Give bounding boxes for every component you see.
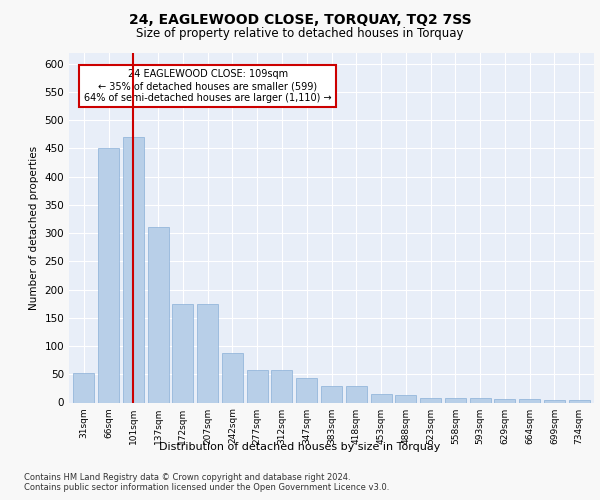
Bar — [395, 395, 416, 402]
Bar — [98, 148, 119, 402]
Bar — [222, 353, 243, 403]
Text: Contains HM Land Registry data © Crown copyright and database right 2024.: Contains HM Land Registry data © Crown c… — [24, 472, 350, 482]
Text: Contains public sector information licensed under the Open Government Licence v3: Contains public sector information licen… — [24, 484, 389, 492]
Bar — [371, 394, 392, 402]
Bar — [321, 386, 342, 402]
Text: 24 EAGLEWOOD CLOSE: 109sqm
← 35% of detached houses are smaller (599)
64% of sem: 24 EAGLEWOOD CLOSE: 109sqm ← 35% of deta… — [84, 70, 331, 102]
Bar — [271, 370, 292, 402]
Bar — [346, 386, 367, 402]
Bar — [445, 398, 466, 402]
Text: Size of property relative to detached houses in Torquay: Size of property relative to detached ho… — [136, 28, 464, 40]
Bar — [519, 399, 540, 402]
Bar — [123, 137, 144, 402]
Bar — [470, 398, 491, 402]
Bar — [569, 400, 590, 402]
Text: 24, EAGLEWOOD CLOSE, TORQUAY, TQ2 7SS: 24, EAGLEWOOD CLOSE, TORQUAY, TQ2 7SS — [128, 12, 472, 26]
Bar — [494, 399, 515, 402]
Bar — [420, 398, 441, 402]
Bar — [197, 304, 218, 402]
Bar — [247, 370, 268, 402]
Bar — [296, 378, 317, 402]
Bar — [544, 400, 565, 402]
Bar — [172, 304, 193, 402]
Y-axis label: Number of detached properties: Number of detached properties — [29, 146, 39, 310]
Bar — [73, 373, 94, 402]
Bar — [148, 228, 169, 402]
Text: Distribution of detached houses by size in Torquay: Distribution of detached houses by size … — [160, 442, 440, 452]
